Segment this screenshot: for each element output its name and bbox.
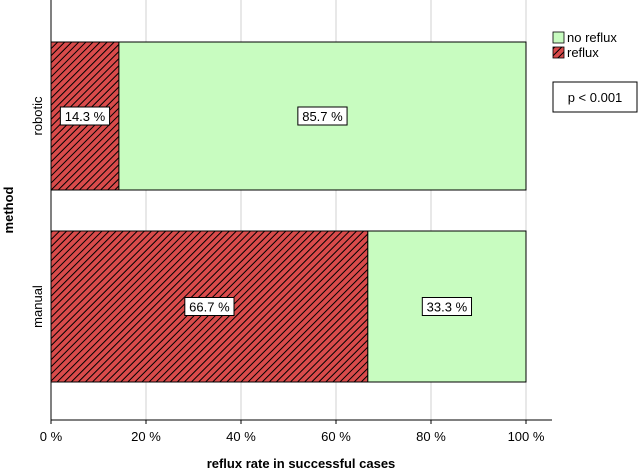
data-label-box [184, 297, 235, 316]
bars [50, 41, 527, 383]
data-label-robotic-reflux: 14.3 % [59, 106, 111, 126]
legend-swatch-no-reflux [552, 31, 565, 44]
data-labels: 14.3 % 85.7 % 66.7 % 33.3 % [59, 106, 473, 316]
x-tick-label-40: 40 % [226, 429, 256, 444]
category-labels: robotic manual [30, 96, 45, 328]
data-label-manual-reflux: 66.7 % [184, 297, 235, 316]
x-tick-label-100: 100 % [508, 429, 545, 444]
x-tick-label-0: 0 % [40, 429, 63, 444]
category-label-robotic: robotic [30, 96, 45, 136]
y-axis-title: method [1, 186, 16, 233]
p-value-text: p < 0.001 [568, 90, 623, 105]
x-tick-label-80: 80 % [416, 429, 446, 444]
p-value-annotation: p < 0.001 [552, 81, 638, 113]
legend: no reflux reflux [552, 30, 617, 60]
x-axis-title: reflux rate in successful cases [207, 456, 396, 471]
data-label-manual-no-reflux: 33.3 % [421, 297, 473, 316]
data-label-text: 33.3 % [427, 300, 468, 315]
data-label-box [59, 106, 111, 126]
legend-swatch-reflux [552, 46, 565, 59]
p-value-box [552, 81, 638, 113]
x-tick-label-60: 60 % [321, 429, 351, 444]
legend-label-no-reflux: no reflux [567, 30, 617, 45]
data-label-robotic-no-reflux: 85.7 % [297, 106, 348, 126]
legend-label-reflux: reflux [567, 45, 599, 60]
data-label-box [297, 106, 348, 126]
data-label-text: 14.3 % [65, 109, 106, 124]
x-tick-labels: 0 % 20 % 40 % 60 % 80 % 100 % [40, 429, 545, 444]
data-label-text: 85.7 % [302, 109, 343, 124]
category-label-manual: manual [30, 285, 45, 328]
data-label-text: 66.7 % [189, 300, 230, 315]
data-label-box [421, 297, 473, 316]
x-tick-label-20: 20 % [131, 429, 161, 444]
